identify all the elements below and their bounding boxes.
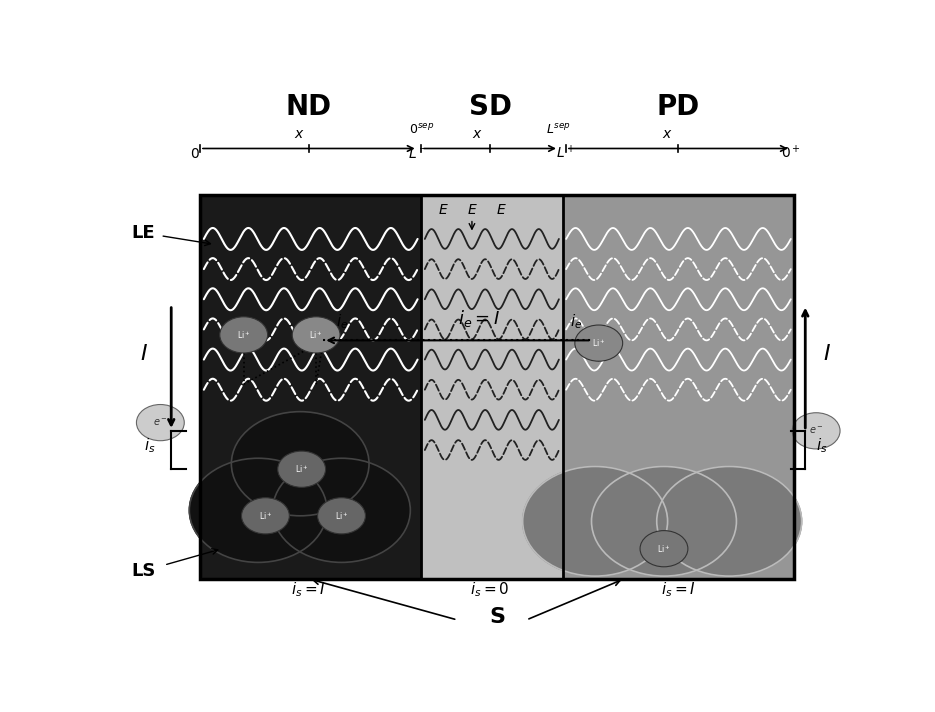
Text: $i_s$: $i_s$: [144, 436, 156, 455]
Bar: [421, 195, 563, 579]
Text: $e^-$: $e^-$: [809, 425, 824, 436]
Text: $\mathrm{Li^+}$: $\mathrm{Li^+}$: [657, 543, 670, 555]
Text: $E$: $E$: [467, 204, 477, 217]
Circle shape: [241, 498, 289, 534]
Text: $L^-$: $L^-$: [408, 147, 427, 161]
Bar: [563, 195, 795, 579]
Text: $x$: $x$: [662, 127, 673, 141]
Text: $i_e$: $i_e$: [569, 313, 583, 331]
Circle shape: [575, 325, 623, 361]
Circle shape: [318, 498, 366, 534]
Text: $\mathbf{S}$: $\mathbf{S}$: [489, 607, 506, 627]
Text: $i_e = I$: $i_e = I$: [458, 308, 500, 329]
Bar: [200, 195, 421, 579]
Text: $\mathrm{Li^+}$: $\mathrm{Li^+}$: [309, 329, 323, 341]
Circle shape: [592, 466, 737, 576]
Text: $x$: $x$: [472, 127, 483, 141]
Text: $0^{sep}$: $0^{sep}$: [409, 122, 434, 137]
Text: $i_e$: $i_e$: [337, 313, 349, 331]
Text: SD: SD: [468, 93, 511, 121]
Circle shape: [220, 317, 267, 353]
Text: $E$: $E$: [438, 204, 448, 217]
Circle shape: [137, 404, 184, 441]
Text: $e^-$: $e^-$: [153, 417, 167, 428]
Text: $0^+$: $0^+$: [781, 144, 800, 161]
Text: LE: LE: [131, 224, 155, 243]
Circle shape: [273, 459, 410, 562]
Circle shape: [231, 412, 369, 515]
Circle shape: [278, 451, 325, 487]
Circle shape: [189, 459, 327, 562]
Text: $\mathrm{Li^+}$: $\mathrm{Li^+}$: [237, 329, 251, 341]
Text: $i_s = I$: $i_s = I$: [661, 580, 696, 599]
Circle shape: [640, 530, 688, 567]
Text: LS: LS: [131, 562, 156, 580]
Text: $i_s = I$: $i_s = I$: [292, 580, 326, 599]
Circle shape: [656, 466, 801, 576]
Text: ND: ND: [286, 93, 332, 121]
Circle shape: [523, 466, 668, 576]
Text: PD: PD: [656, 93, 700, 121]
Text: $i_s$: $i_s$: [816, 436, 827, 455]
Text: $I$: $I$: [823, 344, 831, 364]
Text: $\mathrm{Li^+}$: $\mathrm{Li^+}$: [259, 510, 272, 522]
Circle shape: [792, 413, 840, 449]
Text: $E$: $E$: [496, 204, 506, 217]
Text: $\mathrm{Li^+}$: $\mathrm{Li^+}$: [295, 464, 309, 475]
Text: $\mathrm{Li^+}$: $\mathrm{Li^+}$: [335, 510, 348, 522]
Text: $x$: $x$: [295, 127, 305, 141]
Text: $i_s = 0$: $i_s = 0$: [470, 580, 510, 599]
Text: $L^+$: $L^+$: [556, 144, 576, 161]
Text: $I$: $I$: [140, 344, 149, 364]
Text: $0^-$: $0^-$: [190, 147, 210, 161]
Text: $L^{sep}$: $L^{sep}$: [546, 122, 571, 137]
Bar: [200, 195, 795, 579]
Text: $\mathrm{Li^+}$: $\mathrm{Li^+}$: [592, 337, 606, 349]
Circle shape: [293, 317, 340, 353]
